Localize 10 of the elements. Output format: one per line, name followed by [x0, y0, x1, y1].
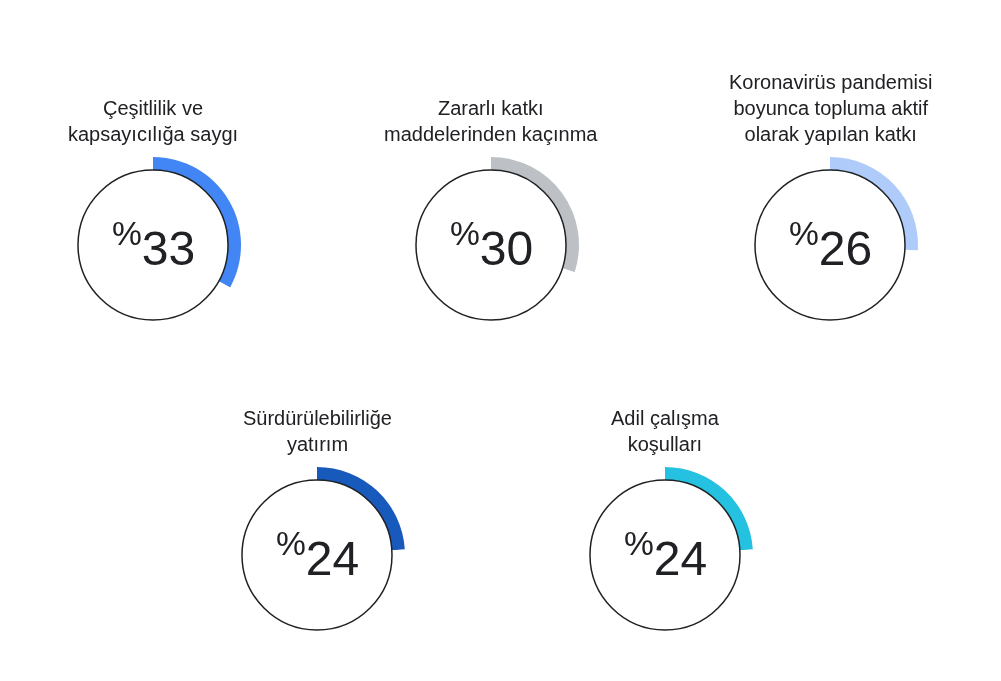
text: $^{%}$24 [276, 525, 360, 586]
text: $^{%}$33 [112, 215, 196, 276]
chart-title: Adil çalışma koşulları [611, 407, 720, 455]
text: $^{%}$26 [789, 215, 873, 276]
chart-title: Zararlı katkı maddelerinden kaçınma [384, 97, 599, 145]
chart-title: Sürdürülebilirliğe yatırım [243, 407, 392, 455]
text: $^{%}$30 [450, 215, 534, 276]
chart-title: Koronavirüs pandemisi boyunca topluma aktif olarak yapılan katkı [729, 71, 933, 145]
chart-title: Çeşitlilik ve kapsayıcılığa saygı [68, 97, 239, 145]
text: $^{%}$24 [624, 525, 708, 586]
